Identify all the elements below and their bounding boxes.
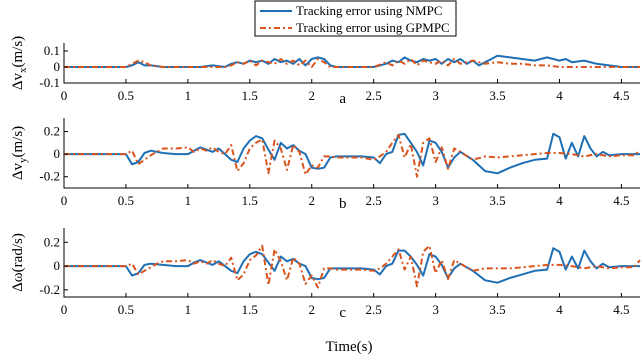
axes-frame: [63, 43, 640, 84]
series-gpmpc-line: [64, 244, 641, 289]
x-tick-label: 1: [185, 88, 192, 103]
x-tick-label: 0.5: [118, 193, 134, 208]
x-tick-label: 1: [185, 302, 192, 317]
x-tick-label: 3: [432, 88, 439, 103]
legend: Tracking error using NMPC Tracking error…: [254, 0, 457, 37]
legend-gpmpc-label: Tracking error using GPMPC: [296, 20, 450, 35]
x-tick-label: 1.5: [242, 302, 258, 317]
x-tick-label: 4.5: [613, 193, 629, 208]
y-tick-label: 0: [54, 258, 61, 273]
x-tick-label: 1.5: [242, 193, 258, 208]
y-tick-label: -0.2: [39, 282, 60, 297]
series-gpmpc-line: [64, 58, 640, 68]
y-tick-label: 0: [54, 59, 61, 74]
series-nmpc-line: [64, 132, 640, 175]
legend-box: [254, 0, 457, 37]
x-tick-label: 4: [556, 302, 563, 317]
x-tick-label: 0.5: [118, 302, 134, 317]
x-tick-label: 1.5: [242, 88, 258, 103]
panel-label: b: [339, 196, 347, 212]
x-tick-label: 1: [185, 193, 192, 208]
panel-label: a: [339, 91, 346, 107]
x-tick-label: 0.5: [118, 88, 134, 103]
axes-frame: [63, 118, 640, 189]
x-tick-label: 2: [308, 302, 315, 317]
x-tick-label: 2: [308, 193, 315, 208]
x-tick-label: 0: [61, 193, 68, 208]
y-tick-label: 0.2: [44, 124, 60, 139]
x-tick-label: 3.5: [489, 88, 505, 103]
x-tick-label: 2: [308, 88, 315, 103]
x-tick-label: 3.5: [489, 193, 505, 208]
y-axis-label: Δvy(m/s): [10, 126, 29, 180]
panel-c: 0 0.5 1 1.5 2 2.5 3 3.5 4 4.50.20-0.2Δω(rad/s)c: [10, 228, 641, 321]
y-tick-label: -0.1: [39, 75, 60, 90]
x-tick-label: 0: [61, 88, 68, 103]
y-tick-label: 0.2: [44, 234, 60, 249]
y-tick-label: 0.1: [44, 43, 60, 58]
axes-frame: [63, 228, 640, 298]
panel-label: c: [339, 305, 346, 321]
x-tick-label: 3: [432, 193, 439, 208]
x-tick-label: 2.5: [366, 88, 382, 103]
x-tick-label: 4: [556, 193, 563, 208]
y-axis-label: Δvx(m/s): [10, 36, 29, 90]
legend-nmpc-label: Tracking error using NMPC: [296, 3, 443, 18]
y-tick-label: -0.2: [39, 169, 60, 184]
y-tick-label: 0: [54, 146, 61, 161]
x-tick-label: 4: [556, 88, 563, 103]
x-axis-label: Time(s): [326, 339, 373, 354]
x-tick-label: 0: [61, 302, 68, 317]
x-tick-label: 3.5: [489, 302, 505, 317]
x-tick-label: 3: [432, 302, 439, 317]
x-tick-label: 4.5: [613, 88, 629, 103]
y-axis-label: Δω(rad/s): [10, 233, 26, 292]
x-tick-label: 4.5: [613, 302, 629, 317]
x-tick-label: 2.5: [366, 302, 382, 317]
x-tick-label: 2.5: [366, 193, 382, 208]
series-gpmpc-line: [64, 133, 641, 178]
